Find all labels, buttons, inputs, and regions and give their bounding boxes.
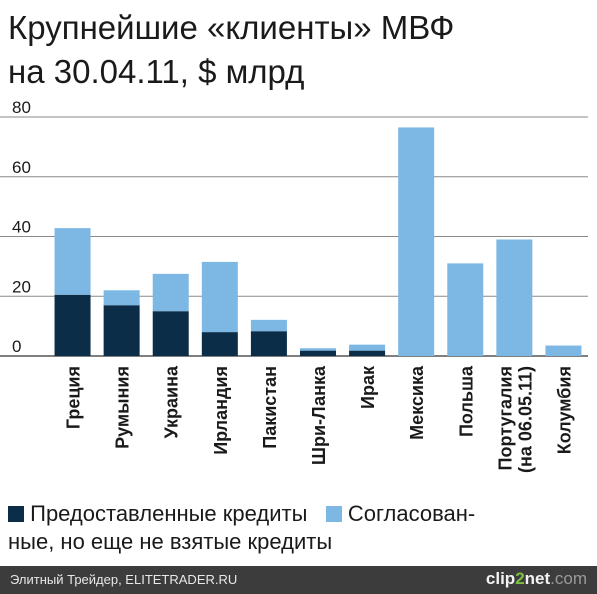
bar-disbursed [201, 332, 238, 356]
grid-layer [0, 116, 588, 357]
bar-agreed [349, 344, 386, 351]
category-label: Шри-Ланка [309, 365, 329, 465]
logo-part-net: net [524, 569, 551, 588]
y-tick-label: 40 [12, 218, 31, 237]
category-label: Украина [162, 365, 182, 438]
category-label: Ирак [358, 365, 378, 409]
bar-agreed [398, 127, 435, 356]
bar-agreed [54, 228, 91, 295]
chart-title-line2: на 30.04.11, $ млрд [8, 53, 305, 90]
logo-part-2: 2 [515, 569, 525, 588]
bar-agreed [152, 273, 189, 312]
bar-disbursed [300, 350, 336, 356]
bar-layer [54, 127, 582, 356]
legend-swatch-disbursed [8, 506, 24, 522]
bar-disbursed [152, 311, 189, 356]
legend-swatch-agreed [325, 506, 342, 522]
legend-label-agreed-part2: ные, но еще не взятые кредиты [8, 529, 333, 554]
label-layer: 0 20 40 60 80 Греция Румыния Украина Ирландия Пак… [12, 98, 574, 473]
category-label: (на 06.05.11) [515, 366, 535, 473]
bar-chart: 0 20 40 60 80 Греция Румыния Украина Ирландия Пак… [0, 98, 588, 473]
y-tick-label: 80 [12, 98, 31, 117]
bar-agreed [300, 348, 336, 351]
source-credit: Элитный Трейдер, ELITETRADER.RU [10, 572, 238, 587]
category-label: Польша [456, 365, 476, 437]
bar-agreed [545, 345, 582, 356]
legend-label-disbursed: Предоставленные кредиты [30, 501, 308, 526]
logo-part-com: .com [550, 569, 587, 588]
y-tick-label: 0 [12, 337, 21, 356]
category-label: Португалия [495, 366, 515, 470]
bar-disbursed [349, 350, 386, 356]
legend: Предоставленные кредиты Согласован- ные,… [8, 500, 593, 556]
legend-label-agreed-part1: Согласован- [347, 501, 476, 526]
logo-part-clip: clip [485, 569, 516, 588]
category-label: Пакистан [260, 366, 280, 449]
y-tick-label: 60 [12, 158, 31, 177]
y-tick-label: 20 [12, 277, 31, 296]
category-label: Румыния [113, 366, 133, 449]
category-label: Греция [64, 366, 84, 429]
category-label: Ирландия [211, 366, 231, 455]
bar-disbursed [54, 294, 91, 356]
category-label: Мексика [407, 365, 427, 440]
bar-agreed [447, 263, 484, 356]
bar-disbursed [103, 305, 140, 356]
bar-agreed [103, 290, 140, 306]
chart-title: Крупнейшие «клиенты» МВФ на 30.04.11, $ … [8, 6, 588, 94]
footer-bar: Элитный Трейдер, ELITETRADER.RU clip2net… [0, 566, 597, 594]
clip2net-logo: clip2net.com [486, 569, 587, 589]
category-label: Колумбия [554, 366, 574, 454]
chart-title-line1: Крупнейшие «клиенты» МВФ [8, 9, 455, 46]
bar-agreed [250, 319, 287, 332]
bar-agreed [201, 261, 238, 333]
bar-agreed [496, 239, 533, 356]
bar-disbursed [250, 331, 287, 356]
